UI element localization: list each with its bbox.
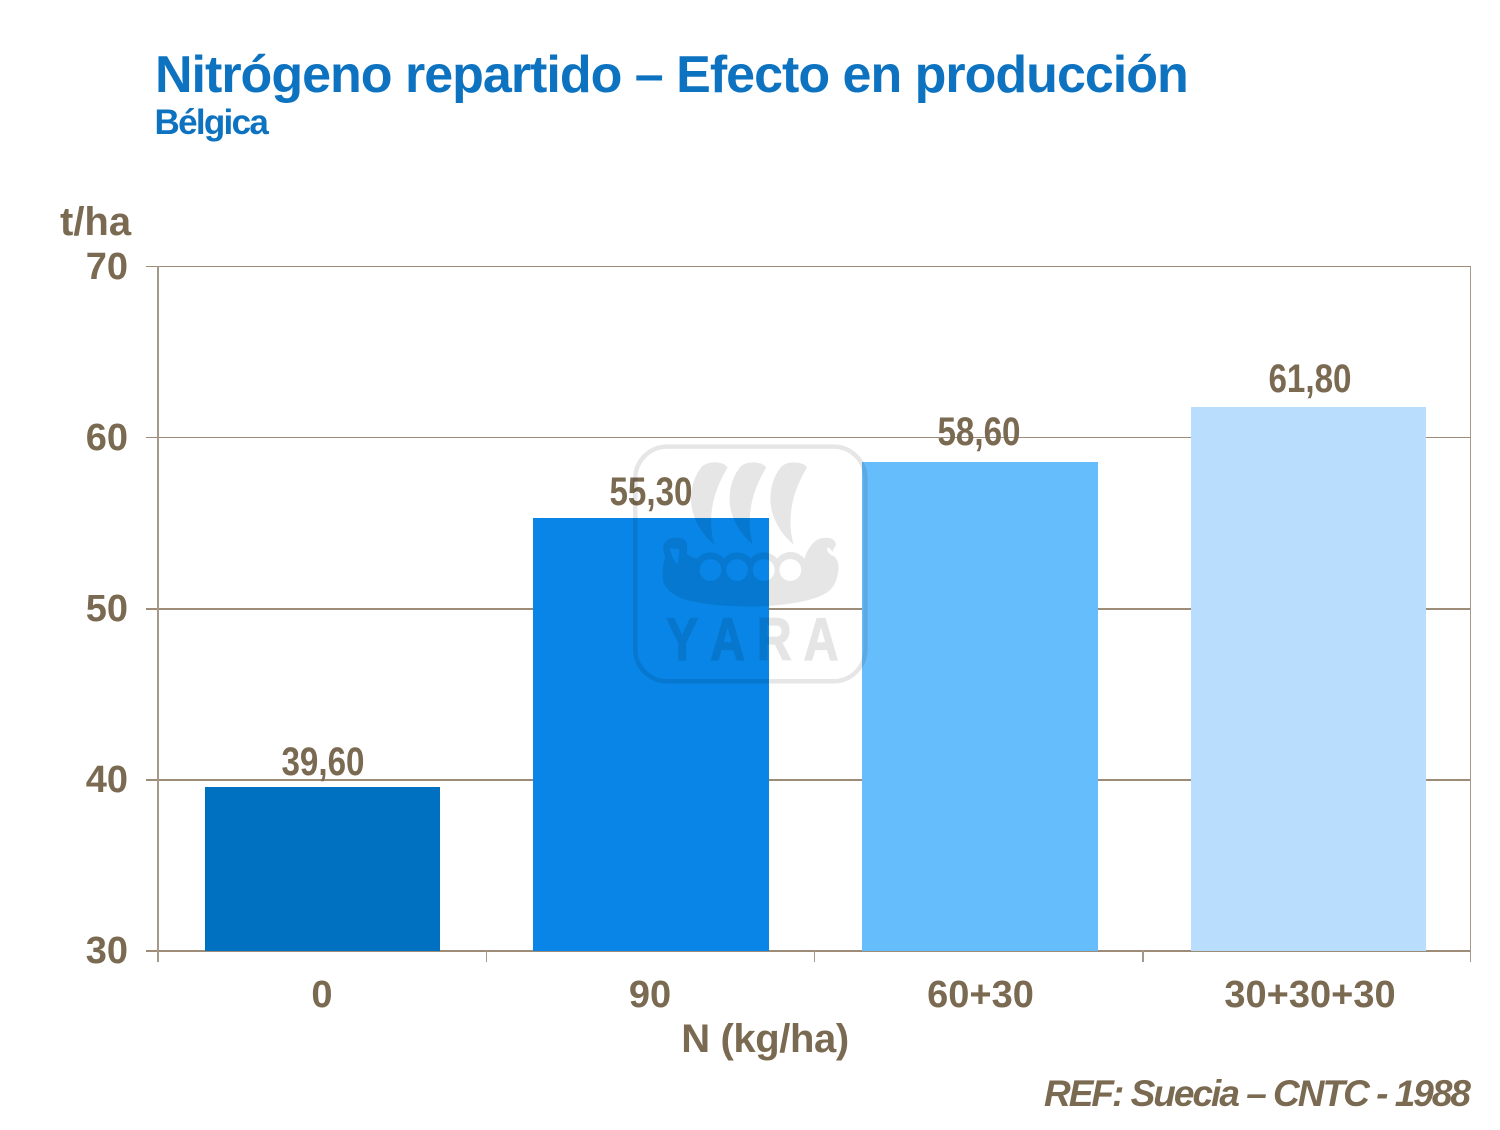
svg-text:Y: Y [666,605,698,673]
svg-text:A: A [804,605,839,673]
svg-text:R: R [757,605,792,673]
svg-text:A: A [710,605,745,673]
